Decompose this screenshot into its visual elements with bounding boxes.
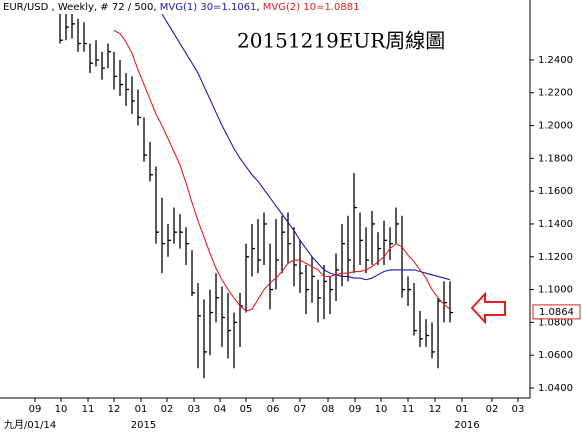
y-tick-label: 1.2000 [538,121,573,132]
x-tick-label: 07 [294,404,307,415]
legend-entry: MVG(2) 10=1.0881 [263,2,360,13]
moving-average-line [113,29,451,312]
x-year-label: 2016 [454,420,479,431]
plot-area [59,14,454,379]
y-tick-label: 1.2400 [538,55,573,66]
y-tick-label: 1.1000 [538,285,573,296]
header: EUR/USD , Weekly, # 72 / 500, MVG(1) 30=… [3,2,359,13]
y-tick-label: 1.1200 [538,252,573,263]
y-tick-label: 1.1800 [538,153,573,164]
x-year-label: 九月/01/14 [4,419,56,431]
x-year-label: 2015 [131,420,156,431]
legend-separator: , [256,2,262,13]
x-tick-label: 12 [108,404,121,415]
x-tick-label: 12 [429,404,442,415]
y-tick-label: 1.1400 [538,219,573,230]
y-tick-label: 1.0400 [538,383,573,394]
x-tick-label: 03 [188,404,201,415]
x-tick-label: 06 [267,404,280,415]
x-tick-label: 09 [349,404,362,415]
x-tick-label: 08 [322,404,335,415]
header-text: EUR/USD , Weekly, # 72 / 500, [3,2,160,13]
y-tick-label: 1.0800 [538,317,573,328]
x-tick-label: 11 [402,404,415,415]
x-tick-label: 02 [161,404,174,415]
last-price-box [532,304,581,320]
x-tick-label: 10 [375,404,388,415]
chart-title: 20151219EUR周線圖 [237,29,445,53]
x-tick-label: 01 [135,404,148,415]
x-tick-label: 09 [29,404,42,415]
y-tick-label: 1.1600 [538,186,573,197]
moving-average-line [161,14,451,281]
legend-entry: MVG(1) 30=1.1061 [160,2,257,13]
arrow [470,291,506,325]
x-tick-label: 03 [512,404,525,415]
x-tick-label: 04 [214,404,227,415]
x-tick-label: 01 [456,404,469,415]
x-tick-label: 10 [55,404,68,415]
x-tick-label: 02 [486,404,499,415]
y-tick-label: 1.2200 [538,88,573,99]
x-tick-label: 05 [240,404,253,415]
y-tick-label: 1.0600 [538,350,573,361]
last-price-label: 1.0864 [539,307,574,318]
x-tick-label: 11 [82,404,95,415]
